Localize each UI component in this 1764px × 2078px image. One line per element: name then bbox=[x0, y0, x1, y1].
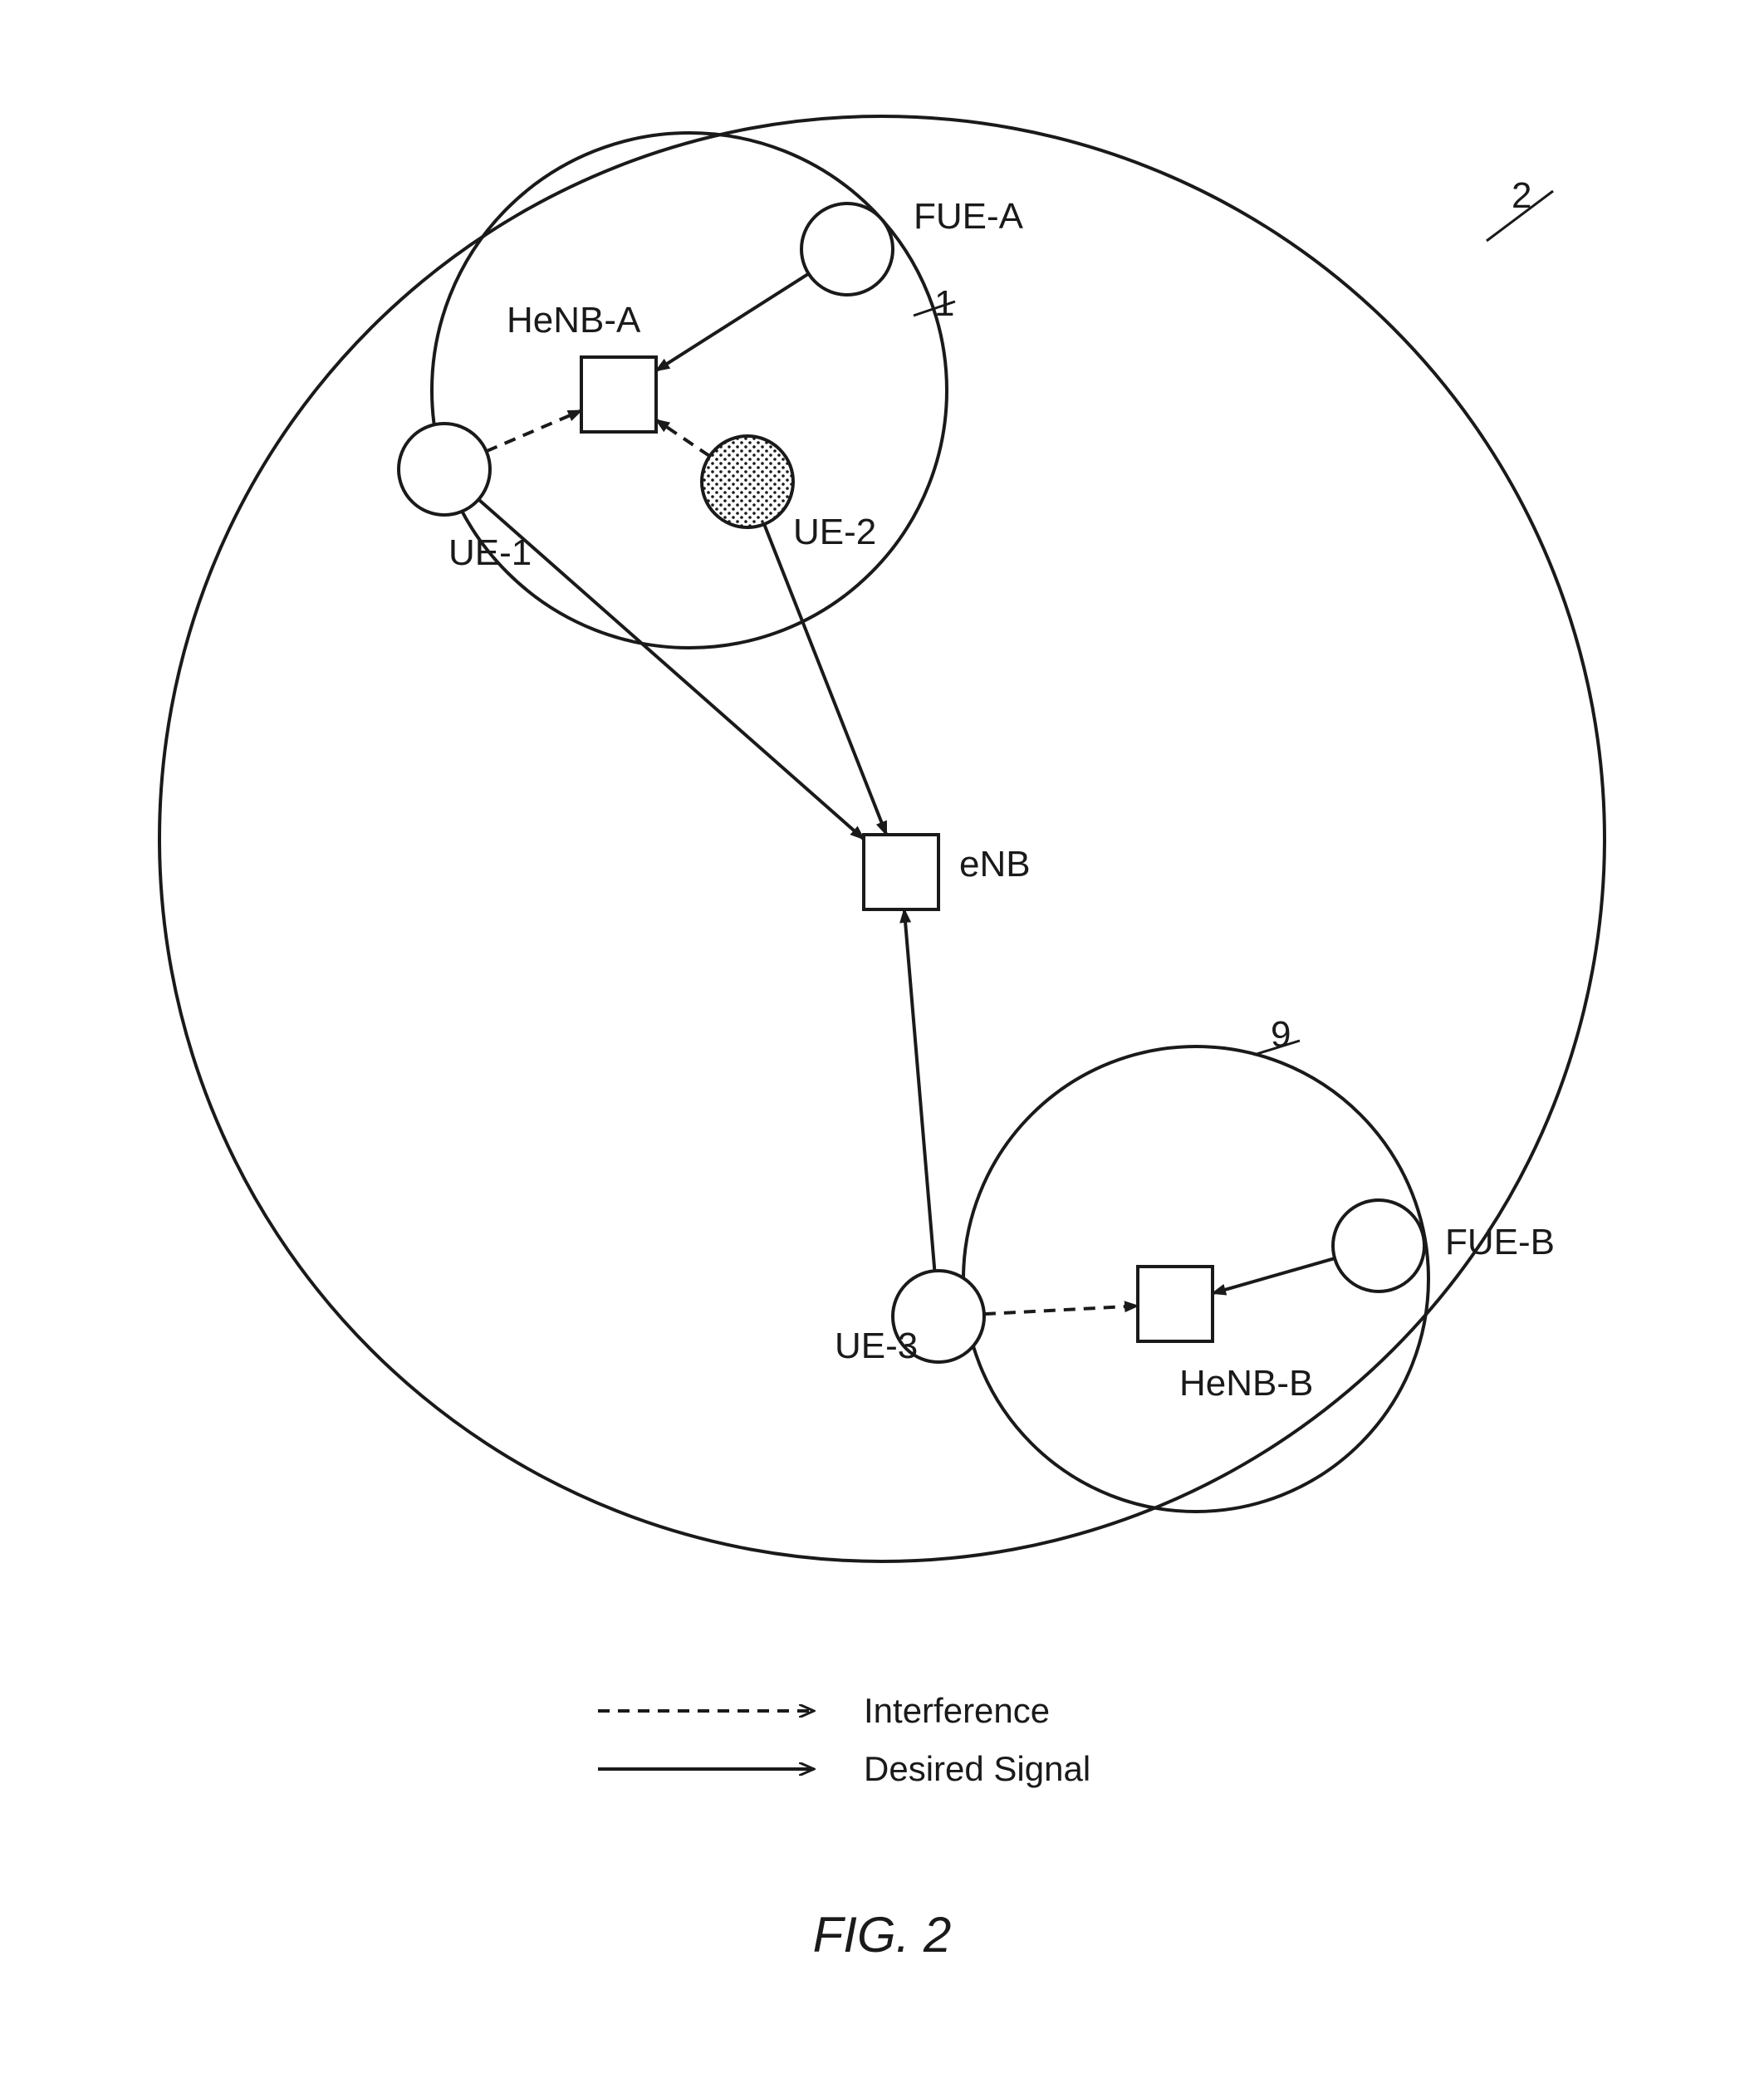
node-fue_b bbox=[1333, 1200, 1424, 1291]
diagram-canvas: 2 1 9 HeNB-A FUE-A UE-2 UE-1 eNB HeNB-B FUE-B UE-3… bbox=[0, 0, 1764, 2078]
node-label-ue3: UE-3 bbox=[835, 1326, 918, 1366]
edge-ue3-enb bbox=[904, 909, 935, 1271]
node-enb bbox=[864, 835, 938, 909]
node-ue1 bbox=[399, 424, 490, 515]
legend-label-dashed: Interference bbox=[864, 1691, 1050, 1730]
legend-label-solid: Desired Signal bbox=[864, 1749, 1090, 1788]
node-henb_b bbox=[1138, 1267, 1213, 1341]
cell-label-inner2: 9 bbox=[1271, 1014, 1291, 1055]
node-label-fue_b: FUE-B bbox=[1445, 1222, 1555, 1262]
edge-ue2-enb bbox=[764, 524, 886, 835]
cell-label-inner1: 1 bbox=[934, 283, 954, 324]
node-label-fue_a: FUE-A bbox=[914, 196, 1024, 237]
edge-fue_a-henb_a bbox=[656, 274, 809, 371]
cell-label-outer: 2 bbox=[1512, 175, 1531, 216]
figure-title: FIG. 2 bbox=[813, 1907, 952, 1963]
node-henb_a bbox=[581, 357, 656, 432]
node-fue_a bbox=[801, 203, 893, 295]
node-label-henb_a: HeNB-A bbox=[507, 300, 641, 341]
edge-fue_b-henb_b bbox=[1213, 1258, 1335, 1293]
edge-ue3-henb_b bbox=[984, 1306, 1138, 1314]
node-label-henb_b: HeNB-B bbox=[1179, 1363, 1313, 1404]
node-ue2 bbox=[702, 436, 793, 527]
node-label-enb: eNB bbox=[959, 844, 1031, 885]
node-label-ue2: UE-2 bbox=[793, 512, 876, 552]
edge-ue1-henb_a bbox=[487, 410, 581, 451]
node-label-ue1: UE-1 bbox=[448, 532, 532, 573]
edge-ue2-henb_a bbox=[656, 419, 709, 456]
